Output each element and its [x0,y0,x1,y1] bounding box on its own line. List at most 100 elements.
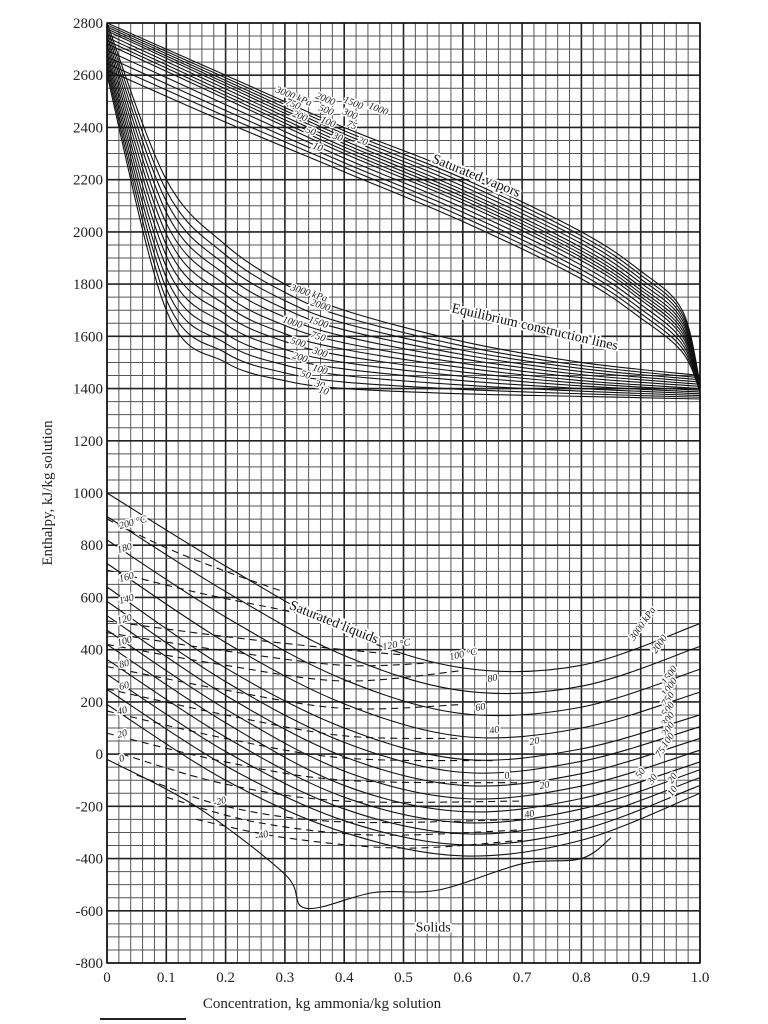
saturated-vapor-curve [106,22,701,384]
curve-label: 20 [539,779,551,792]
saturated-liquid-isobar-curve [106,516,701,695]
saturated-liquid-isobar-curve [106,689,701,846]
saturated-vapor-curve [106,24,701,385]
annotation-saturated-vapors: Saturated vapors [430,152,522,201]
curve-label: 60 [475,701,487,714]
x-tick-label: 0.6 [453,970,472,986]
curve-label: 40 [116,705,129,718]
isotherm-curve [106,518,286,593]
y-tick-label: 200 [81,695,104,711]
saturated-liquid-isobar-curve [106,658,701,824]
y-axis-ticks: -800 -600 -400 -200 0 200 400 600 800 1000 1200 140… [73,16,103,972]
curve-label: 60 [118,680,131,693]
y-tick-label: 2400 [73,120,103,136]
equilibrium-construction-curve [106,53,701,391]
x-tick-label: 0.2 [216,970,235,986]
y-tick-label: -400 [76,852,104,868]
equilibrium-construction-curve [106,27,701,379]
y-tick-label: -600 [76,904,104,920]
curve-label: 30 [312,378,326,392]
curve-label: -40 [254,829,270,843]
curve-label: 20 [529,735,541,748]
x-tick-label: 1.0 [691,970,710,986]
saturated-vapor-curve [106,40,701,389]
curve-label: 40 [524,808,536,821]
y-tick-label: 2800 [73,16,103,32]
curve-label: 40 [489,724,501,737]
saturated-liquid-isobar-curve [106,704,701,857]
saturated-vapor-curve [106,43,701,389]
equilibrium-construction-curve [106,35,701,383]
isotherm-curve [121,753,523,803]
saturated-liquid-isobar-curve [106,563,701,739]
y-tick-label: 0 [96,747,104,763]
equilibrium-construction-curve [106,66,701,397]
saturated-vapor-curve [106,56,701,391]
isotherm-curve [106,569,345,625]
isotherm-curve [106,643,463,682]
y-tick-label: 1800 [73,277,103,293]
curve-label: 1500 [307,314,329,331]
annotation-saturated-liquids: Saturated liquids [287,598,380,647]
saturated-liquid-isobar-curve [106,600,701,774]
curve-label: 0 [504,770,511,782]
equilibrium-construction-curve [106,70,701,398]
y-tick-label: 400 [81,643,104,659]
saturated-vapor-curve [106,36,701,388]
saturated-vapor-curve [106,26,701,385]
x-tick-label: 0.9 [631,970,650,986]
plot-frame [106,22,701,964]
isotherm-curve [106,620,404,656]
curve-label: 300 [310,345,329,360]
saturated-vapor-curve [106,28,701,386]
x-tick-label: 0.5 [394,970,413,986]
y-tick-label: 1400 [73,382,103,398]
isotherm-curve [106,732,523,784]
saturated-vapor-curve [106,62,701,391]
saturated-liquid-isobar-curve [106,674,701,835]
saturated-vapor-curve [106,33,701,387]
x-tick-label: 0.8 [572,970,591,986]
curve-label: 80 [487,672,499,685]
y-tick-label: 800 [81,538,104,554]
saturated-liquid-isobar-curve [106,539,701,717]
y-tick-label: 1000 [73,486,103,502]
equilibrium-construction-curve [106,62,701,395]
isotherm-curve [166,796,523,836]
x-tick-label: 0 [103,970,111,986]
curve-label: -20 [212,795,228,809]
curve-label: 500 [289,335,307,350]
curve-label: 50 [304,125,317,139]
saturated-liquid-isobar-curve [106,586,701,761]
x-axis-title: Concentration, kg ammonia/kg solution [203,996,442,1012]
equilibrium-construction-curve [106,31,701,381]
curve-label: 0 [118,753,126,765]
footer-rule [100,1018,186,1020]
x-tick-label: 0.3 [276,970,295,986]
saturated-liquid-isobar-curve [106,492,701,673]
annotation-solids: Solids [416,921,451,936]
equilibrium-construction-curve [106,44,701,387]
curve-label: 200 °C [118,514,148,532]
y-tick-label: 1600 [73,329,103,345]
saturated-vapor-curve [106,30,701,387]
saturated-liquid-isobar-curve [106,615,701,787]
curve-label: 120 °C [382,637,412,653]
y-axis-title: Enthalpy, kJ/kg solution [40,420,56,566]
isotherm-curve [106,632,434,667]
equilibrium-construction-curve [106,57,701,393]
equilibrium-construction-curve [106,40,701,385]
y-tick-label: 2000 [73,225,103,241]
isotherm-curve [106,688,463,740]
y-tick-label: 2200 [73,173,103,189]
equilibrium-construction-curve [106,22,701,377]
x-tick-label: 0.7 [513,970,532,986]
saturated-liquid-isobar-curve [106,629,701,800]
saturated-vapor-curve [106,49,701,390]
saturated-liquid-isobar-curve [106,643,701,813]
annotation-equilibrium-construction-lines: Equilibrium construction lines [450,301,619,354]
y-tick-label: -800 [76,956,104,972]
x-tick-label: 0.4 [335,970,354,986]
